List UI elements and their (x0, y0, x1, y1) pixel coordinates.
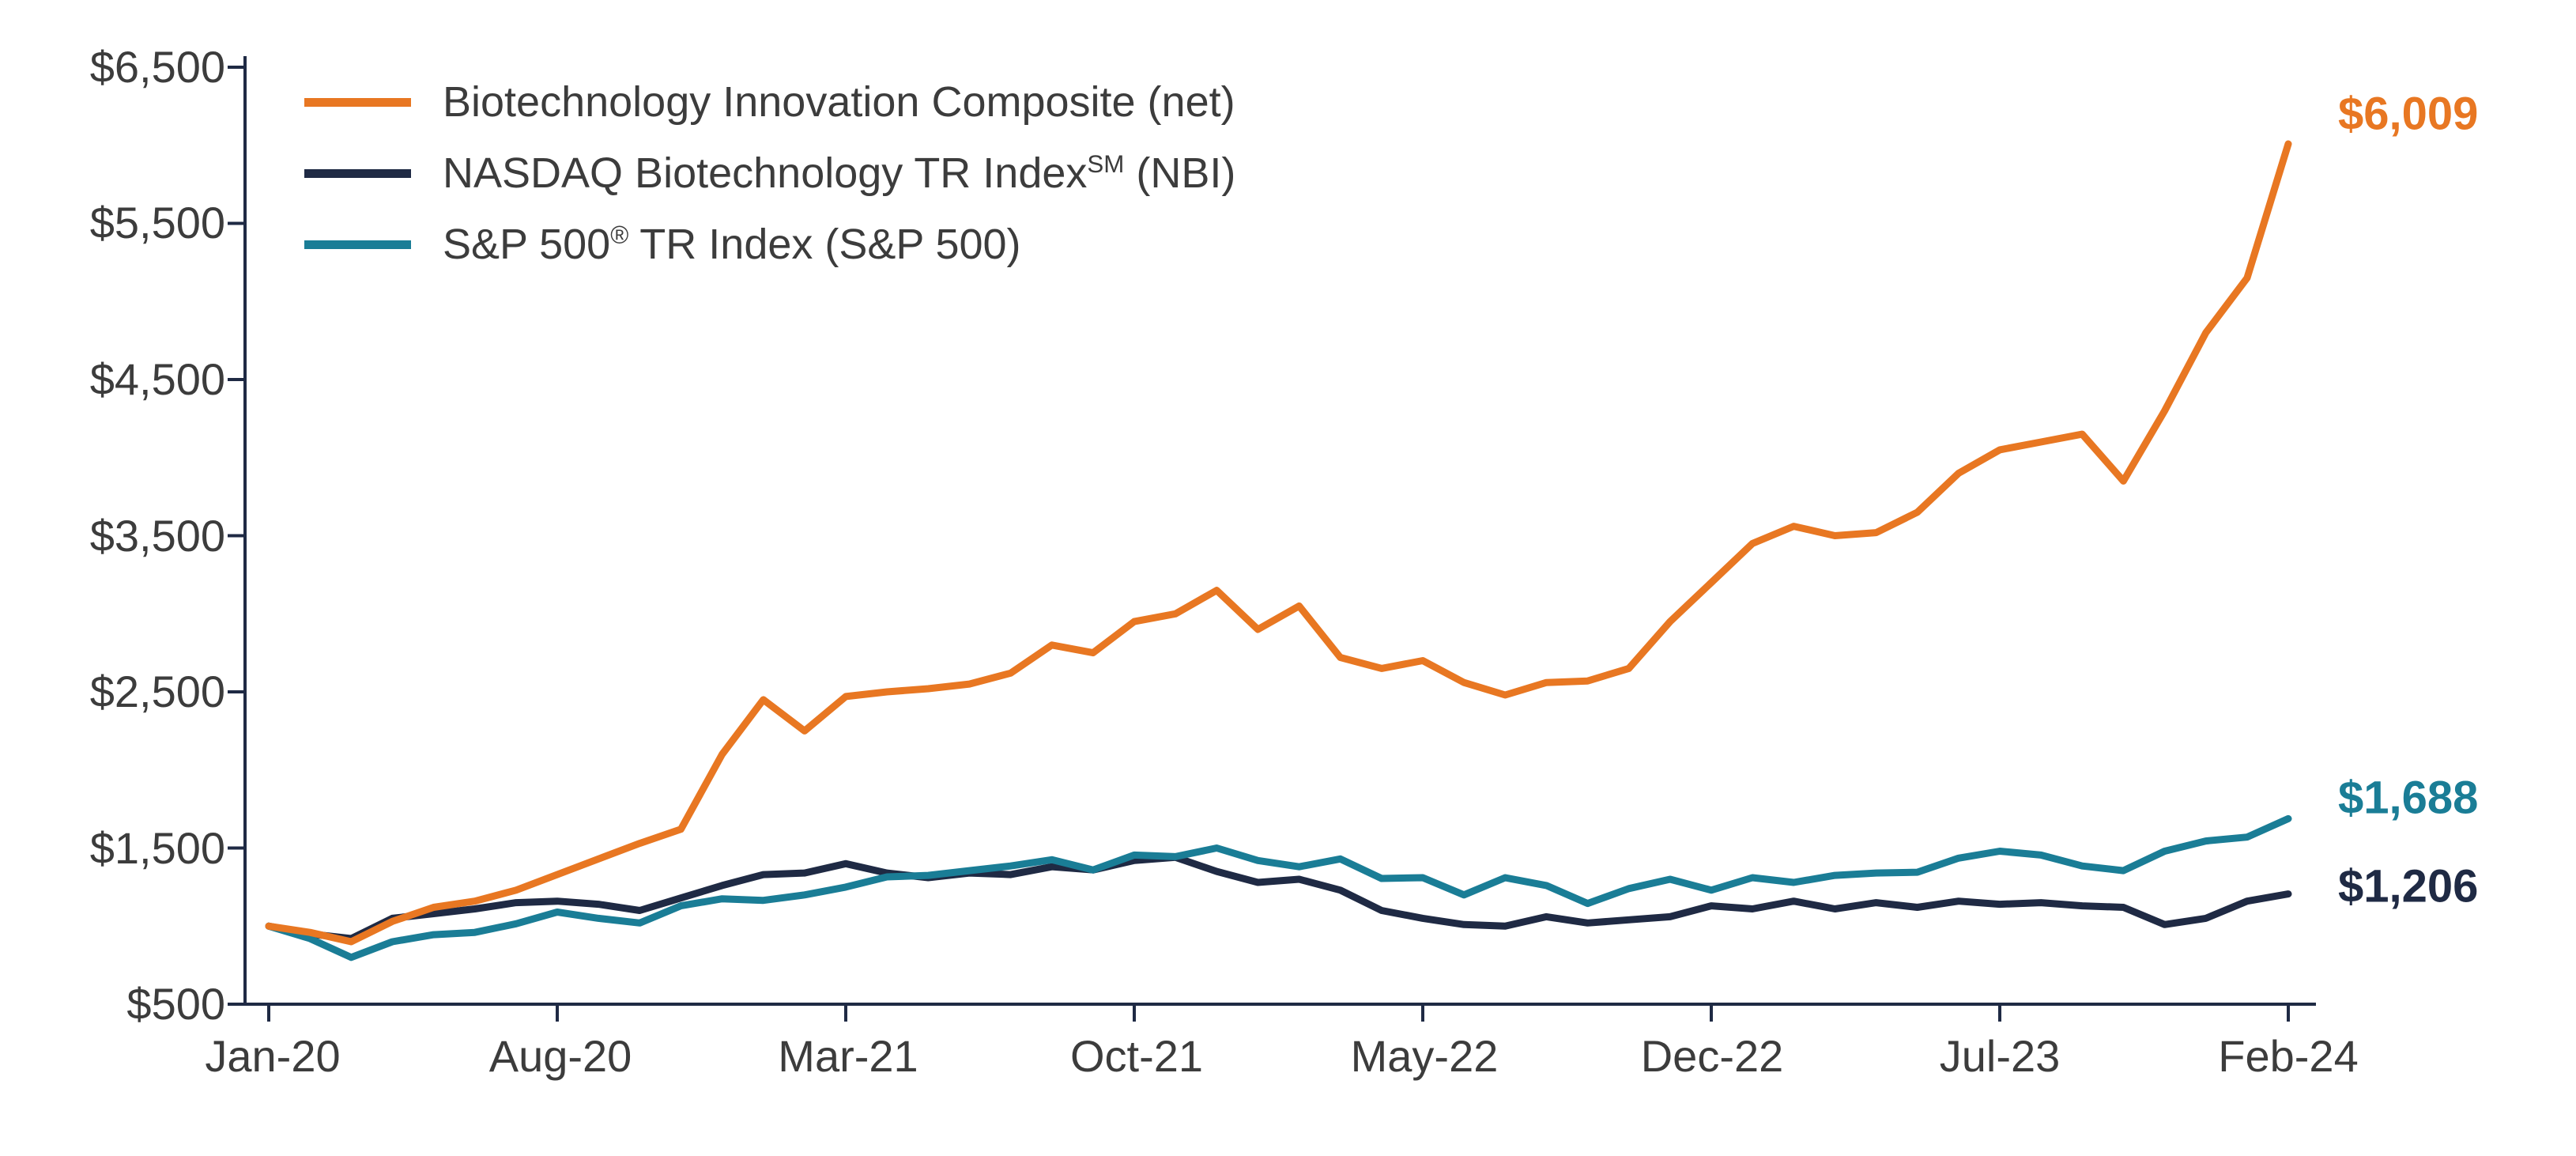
y-tick-label: $2,500 (89, 667, 225, 716)
legend-item-sp500: S&P 500® TR Index (S&P 500) (304, 220, 1235, 269)
legend-label-biotech-composite: Biotechnology Innovation Composite (net) (443, 77, 1235, 127)
legend-swatch-teal (304, 240, 411, 249)
legend-item-biotech-composite: Biotechnology Innovation Composite (net) (304, 77, 1235, 127)
legend-label-text: (NBI) (1124, 149, 1236, 197)
legend: Biotechnology Innovation Composite (net)… (304, 77, 1235, 291)
end-value-nbi: $1,206 (2338, 860, 2479, 912)
y-tick-label: $1,500 (89, 823, 225, 873)
legend-label-nbi: NASDAQ Biotechnology TR IndexSM (NBI) (443, 149, 1235, 198)
x-tick-label: Aug-20 (488, 1031, 632, 1081)
legend-label-text: NASDAQ Biotechnology TR Index (443, 149, 1088, 197)
legend-label-text: S&P 500 (443, 221, 611, 268)
x-tick-label: Jan-20 (205, 1031, 341, 1081)
end-value-biotech-composite: $6,009 (2338, 88, 2479, 140)
legend-label-sup: ® (610, 221, 629, 249)
legend-label-sp500: S&P 500® TR Index (S&P 500) (443, 220, 1021, 269)
x-tick-label: Mar-21 (778, 1031, 918, 1081)
y-tick-label: $6,500 (89, 42, 225, 92)
x-tick-label: May-22 (1350, 1031, 1499, 1081)
legend-label-sup: SM (1087, 150, 1125, 178)
series-line-1 (265, 853, 2292, 943)
end-value-sp500: $1,688 (2338, 772, 2479, 824)
y-tick-label: $500 (126, 979, 225, 1029)
legend-swatch-orange (304, 97, 411, 107)
x-tick-label: Jul-23 (1939, 1031, 2061, 1081)
legend-item-nbi: NASDAQ Biotechnology TR IndexSM (NBI) (304, 149, 1235, 198)
y-tick-label: $3,500 (89, 511, 225, 561)
y-tick-label: $4,500 (89, 354, 225, 404)
legend-swatch-navy (304, 168, 411, 178)
series-line-2 (265, 814, 2292, 961)
legend-label-text: Biotechnology Innovation Composite (net) (443, 78, 1235, 126)
series-line-0 (265, 140, 2292, 946)
y-tick-label: $5,500 (89, 198, 225, 247)
x-tick-label: Oct-21 (1069, 1031, 1204, 1081)
legend-label-text: TR Index (S&P 500) (628, 221, 1021, 268)
x-tick-label: Dec-22 (1640, 1031, 1784, 1081)
x-tick-label: Feb-24 (2218, 1031, 2359, 1081)
